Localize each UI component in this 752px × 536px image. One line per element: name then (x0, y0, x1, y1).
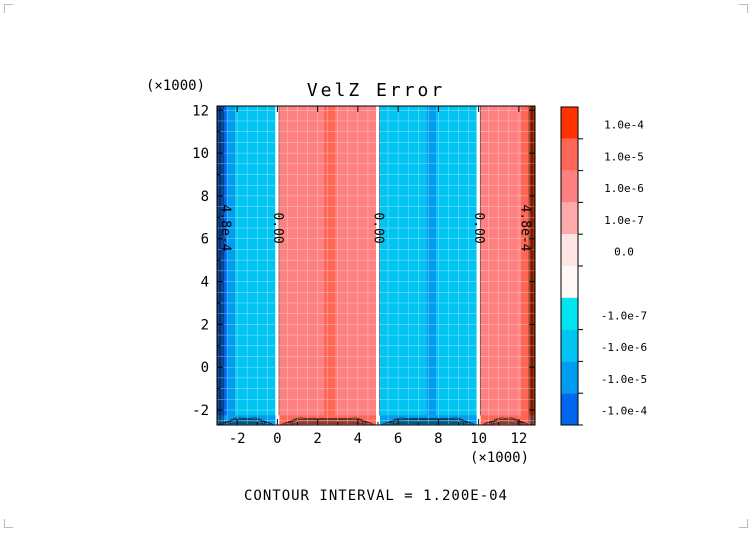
colorbar-label: 0.0 (614, 246, 634, 259)
boundary-band (380, 415, 427, 425)
colorbar-label: 1.0e-5 (604, 150, 644, 163)
x-tick-label: 0 (273, 431, 281, 447)
contour-band (436, 106, 477, 425)
colorbar: 1.0e-4 1.0e-5 1.0e-6 1.0e-7 0.0 -1.0e-7 -1.0e-… (560, 106, 648, 426)
colorbar-segment (561, 361, 578, 394)
contour-label: 0.00 (270, 212, 285, 243)
corner-mark (739, 4, 748, 13)
contour-label: 4.8e-4 (218, 205, 233, 252)
contour-line (222, 421, 271, 426)
colorbar-segment (561, 266, 578, 298)
colorbar-label: -1.0e-5 (601, 373, 647, 386)
contour-band (480, 106, 521, 425)
x-tick-label: 8 (434, 431, 442, 447)
colorbar-segment (561, 170, 578, 203)
contour-band (426, 106, 437, 425)
colorbar-segment (561, 329, 578, 362)
colorbar-label: -1.0e-6 (601, 341, 647, 354)
colorbar-frame (560, 106, 579, 426)
boundary-band (520, 415, 529, 425)
contour-line (485, 421, 526, 426)
contour-band (279, 106, 324, 425)
colorbar-segment (561, 297, 578, 330)
contour-band (520, 106, 529, 425)
boundary-band (335, 415, 376, 425)
contour-interval-label: CONTOUR INTERVAL = 1.200E-04 (244, 488, 508, 504)
colorbar-label: -1.0e-7 (601, 309, 647, 322)
y-tick-label: 4 (201, 275, 209, 291)
contour-label: 0.00 (371, 212, 386, 243)
colorbar-segment (561, 234, 578, 266)
y-tick-label: 2 (201, 317, 209, 333)
x-tick-label: 12 (510, 431, 527, 447)
x-tick-label: 6 (394, 431, 402, 447)
contour-label: 4.8e-4 (517, 205, 532, 252)
contour-line (483, 422, 529, 426)
colorbar-segment (561, 138, 578, 171)
boundary-band (480, 415, 521, 425)
plot-area: 0.00 0.00 0.00 4.8e-4 4.8e-4 -2 0 2 4 6 8 10 12 -2 0 2 4… (192, 103, 536, 447)
contour-line (227, 418, 266, 426)
boundary-band (279, 415, 324, 425)
colorbar-label: -1.0e-4 (601, 405, 648, 418)
colorbar-label: 1.0e-4 (604, 118, 644, 131)
x-axis-multiplier: (×1000) (470, 450, 529, 466)
y-axis-multiplier: (×1000) (146, 78, 205, 94)
colorbar-segment (561, 202, 578, 235)
corner-mark (739, 519, 748, 528)
colorbar-segment (561, 393, 578, 425)
contour-line (219, 422, 273, 426)
x-tick-label: 10 (470, 431, 487, 447)
contour-band (335, 106, 376, 425)
x-tick-label: 2 (313, 431, 321, 447)
contour-label: 0.00 (471, 212, 486, 243)
contour-band (227, 106, 236, 425)
y-tick-label: 0 (201, 360, 209, 376)
chart-title: VelZ Error (307, 80, 445, 101)
y-tick-label: 6 (201, 232, 209, 248)
plot-frame (216, 105, 536, 426)
x-tick-label: -2 (229, 431, 246, 447)
corner-mark (4, 519, 13, 528)
colorbar-segment (561, 107, 578, 139)
contour-band (235, 106, 276, 425)
boundary-band (323, 415, 336, 425)
contour-band (528, 106, 535, 425)
y-tick-label: 12 (192, 103, 209, 119)
colorbar-label: 1.0e-6 (604, 182, 644, 195)
x-tick-label: 4 (354, 431, 362, 447)
y-tick-label: -2 (192, 403, 209, 419)
colorbar-label: 1.0e-7 (604, 214, 644, 227)
corner-mark (4, 4, 13, 13)
boundary-band (426, 415, 437, 425)
y-tick-label: 10 (192, 146, 209, 162)
boundary-band (436, 415, 477, 425)
y-tick-label: 8 (201, 189, 209, 205)
contour-band (380, 106, 427, 425)
boundary-band (235, 415, 276, 425)
contour-band (323, 106, 336, 425)
boundary-band (528, 415, 535, 425)
